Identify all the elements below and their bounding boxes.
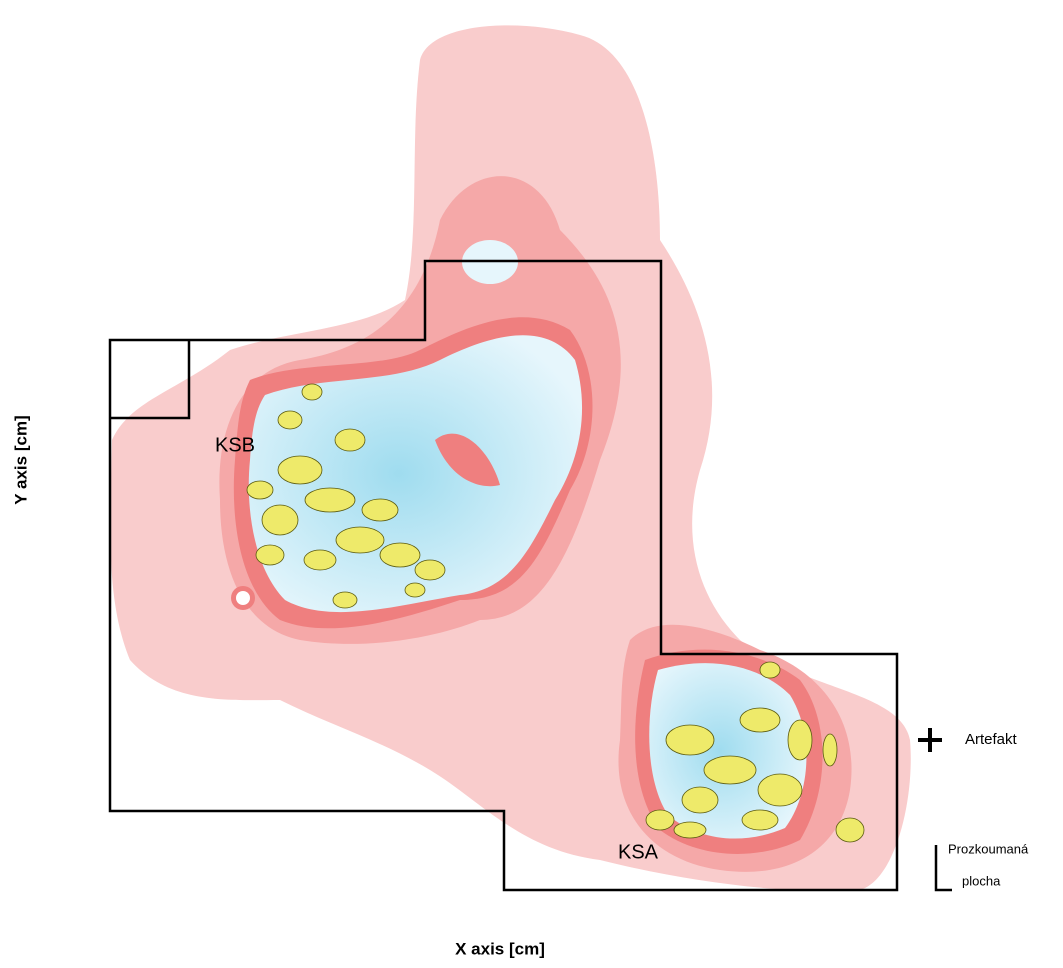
density-contours bbox=[110, 25, 911, 891]
legend-marker bbox=[918, 728, 942, 752]
chart: KSB KSA X axis [cm] Y axis [cm] Artefakt… bbox=[0, 0, 1063, 968]
legend-label: Artefakt bbox=[965, 731, 1018, 748]
zone-label: KSA bbox=[618, 841, 659, 863]
legend-area-label: plocha bbox=[962, 873, 1001, 888]
x-axis-label: X axis [cm] bbox=[455, 939, 545, 958]
y-axis-label: Y axis [cm] bbox=[11, 415, 30, 504]
legend-area-label: Prozkoumaná bbox=[948, 841, 1029, 856]
zone-label: KSB bbox=[215, 434, 255, 456]
